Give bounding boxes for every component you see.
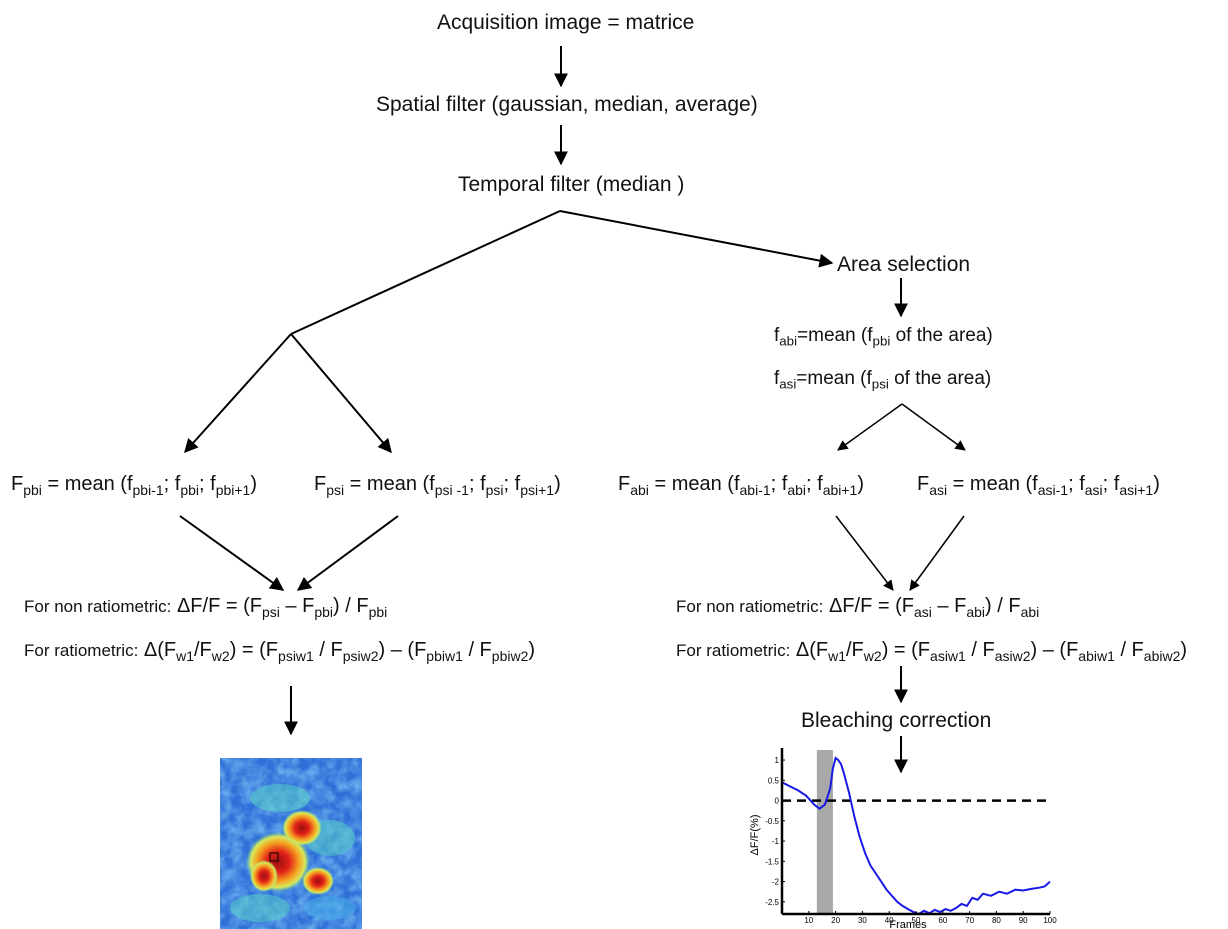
arrow-fasi-to-ratio: [909, 515, 965, 591]
fpsi-equation: Fpsi = mean (fpsi -1; fpsi; fpsi+1): [314, 473, 561, 498]
bleaching-correction-label: Bleaching correction: [801, 709, 992, 732]
y-tick-label-6: -2: [772, 878, 780, 887]
stimulus-band: [816, 750, 833, 914]
fpbi-equation: Fpbi = mean (fpbi-1; fpbi; fpbi+1): [11, 473, 258, 498]
x-tick-label-9: 100: [1043, 916, 1057, 925]
y-tick-label-4: -1: [772, 837, 780, 846]
arrow-fabi-to-ratio: [835, 515, 894, 591]
y-tick-label-2: 0: [775, 797, 780, 806]
fasi-equation: Fasi = mean (fasi-1; fasi; fasi+1): [917, 473, 1160, 498]
fabi-equation: Fabi = mean (fabi-1; fabi; fabi+1): [618, 473, 865, 498]
roi-marker: [269, 852, 279, 862]
arrow-fpsi-to-ratio: [296, 515, 399, 591]
right-ratiometric-formula: For ratiometric: Δ(Fw1/Fw2) = (Fasiw1 / …: [676, 639, 1188, 664]
y-tick-label-0: 1: [775, 756, 780, 765]
series-line-0: [781, 756, 1051, 916]
x-tick-label-3: 40: [885, 916, 894, 925]
x-tick-label-2: 30: [858, 916, 867, 925]
arrow-temporal-to-area: [559, 210, 834, 268]
bleaching-trace-chart: 10 20 30 40 50 60 70 80 90 100 1 0.5 0 -0.5 -1 -1.5 -2 -2…: [749, 748, 1057, 929]
fabi-mean-equation: fabi=mean (fpbi of the area): [774, 325, 993, 349]
spatial-filter-label: Spatial filter (gaussian, median, averag…: [376, 93, 758, 116]
arrow-fpbi-to-ratio: [179, 515, 285, 591]
left-nonratiometric-formula: For non ratiometric: ΔF/F = (Fpsi – Fpbi…: [24, 595, 388, 620]
x-tick-label-5: 60: [938, 916, 947, 925]
arrow-means-to-fasi: [901, 403, 966, 451]
y-tick-label-1: 0.5: [768, 776, 780, 785]
x-tick-label-6: 70: [965, 916, 974, 925]
area-selection-label: Area selection: [837, 253, 971, 276]
x-tick-label-8: 90: [1019, 916, 1028, 925]
y-tick-label-5: -1.5: [765, 857, 779, 866]
arrow-means-to-fabi: [837, 403, 903, 451]
left-ratiometric-formula: For ratiometric: Δ(Fw1/Fw2) = (Fpsiw1 / …: [24, 639, 536, 664]
line-temporal-to-branch: [290, 210, 561, 335]
y-tick-label-3: -0.5: [765, 817, 779, 826]
arrow-branch-to-fpbi: [184, 333, 292, 454]
x-tick-label-7: 80: [992, 916, 1001, 925]
acquisition-label: Acquisition image = matrice: [437, 11, 695, 34]
x-tick-label-0: 10: [804, 916, 813, 925]
x-tick-label-4: 50: [912, 916, 921, 925]
arrow-branch-to-fpsi: [290, 333, 392, 454]
y-axis-label: ΔF/F(%): [749, 815, 761, 856]
heatmap-hotspots: [246, 810, 334, 895]
right-nonratiometric-formula: For non ratiometric: ΔF/F = (Fasi – Fabi…: [676, 595, 1040, 620]
x-axis-label: Frames: [889, 919, 927, 929]
x-tick-label-1: 20: [831, 916, 840, 925]
fluorescence-heatmap-image: [220, 758, 362, 929]
y-tick-label-7: -2.5: [765, 898, 779, 907]
fasi-mean-equation: fasi=mean (fpsi of the area): [774, 368, 992, 392]
temporal-filter-label: Temporal filter (median ): [458, 173, 685, 196]
